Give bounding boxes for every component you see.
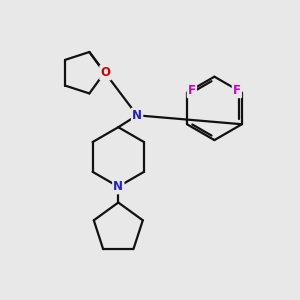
Text: F: F	[233, 84, 241, 97]
Text: N: N	[113, 180, 123, 193]
Text: N: N	[132, 109, 142, 122]
Text: F: F	[188, 84, 196, 97]
Text: O: O	[100, 66, 110, 79]
